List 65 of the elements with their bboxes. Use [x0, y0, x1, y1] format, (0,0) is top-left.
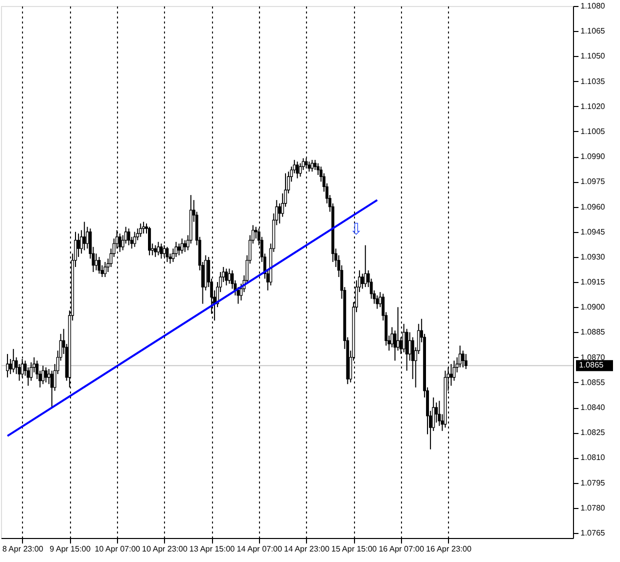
y-tick-label: 1.1020: [580, 102, 606, 111]
y-tick-label: 1.0960: [580, 202, 606, 212]
candlestick: [364, 244, 367, 288]
candlestick: [77, 233, 80, 258]
y-tick-label: 1.0795: [580, 478, 606, 488]
y-tick-label: 1.0855: [580, 378, 606, 387]
x-tick-label: 9 Apr 15:00: [50, 544, 92, 554]
candlestick: [178, 243, 180, 256]
y-tick-label: 1.0825: [580, 428, 606, 438]
candlestick: [6, 353, 9, 378]
x-tick-label: 8 Apr 23:00: [2, 544, 44, 554]
x-tick-label: 16 Apr 23:00: [426, 544, 472, 554]
candlestick: [154, 244, 157, 258]
y-tick-label: 1.1065: [580, 26, 606, 36]
y-tick-label: 1.0915: [580, 278, 606, 287]
x-tick-label: 15 Apr 15:00: [331, 544, 378, 554]
candlestick: [396, 306, 400, 352]
candlestick: [156, 241, 160, 256]
y-tick-label: 1.1050: [580, 52, 606, 61]
candlestick: [184, 240, 186, 252]
candlestick: [8, 358, 12, 375]
candlestick: [390, 326, 394, 348]
candlestick: [50, 370, 54, 408]
candlestick: [12, 348, 15, 373]
candlestick: [464, 353, 468, 370]
y-tick-label: 1.0870: [580, 352, 606, 362]
x-tick-label: 14 Apr 07:00: [236, 544, 283, 554]
candlestick: [98, 256, 101, 274]
candlestick: [296, 161, 299, 179]
y-tick-label: 1.1005: [580, 126, 606, 136]
candlestick: [47, 368, 50, 385]
y-tick-label: 1.1035: [580, 76, 606, 86]
candlestick: [133, 231, 136, 248]
x-tick-label: 13 Apr 15:00: [189, 544, 236, 554]
x-tick-label: 10 Apr 23:00: [142, 544, 188, 554]
candlestick: [278, 202, 282, 224]
candlestick: [180, 238, 184, 254]
y-tick-label: 1.0765: [580, 528, 606, 538]
candlestick: [462, 350, 464, 368]
x-tick-label: 16 Apr 07:00: [378, 544, 425, 554]
y-tick-label: 1.0945: [580, 227, 606, 236]
y-tick-label: 1.0810: [580, 453, 606, 462]
candlestick: [44, 366, 48, 383]
y-tick-label: 1.0930: [580, 252, 606, 262]
y-tick-label: 1.1080: [580, 2, 606, 10]
annotation: ⇩: [349, 219, 363, 238]
y-tick-label: 1.0990: [580, 152, 606, 162]
candlestick: [42, 365, 44, 385]
x-tick-label: 10 Apr 07:00: [94, 544, 141, 554]
candlestick: [310, 159, 314, 172]
candlestick: [228, 268, 231, 284]
candlestick: [224, 268, 228, 286]
y-tick-label: 1.0780: [580, 503, 606, 512]
candlestick: [104, 261, 107, 278]
ref-line-label: 1.0865: [579, 360, 604, 370]
candlestick: [148, 226, 151, 256]
y-tick-label: 1.0975: [580, 177, 606, 186]
y-tick-label: 1.0885: [580, 328, 606, 337]
y-tick-label: 1.0900: [580, 302, 606, 312]
candlestick: [139, 222, 142, 238]
y-tick-label: 1.0840: [580, 403, 606, 412]
candlestick: [360, 273, 364, 290]
candlestick: [142, 221, 145, 234]
candlestick: [82, 221, 86, 251]
x-tick-label: 14 Apr 23:00: [284, 544, 330, 554]
